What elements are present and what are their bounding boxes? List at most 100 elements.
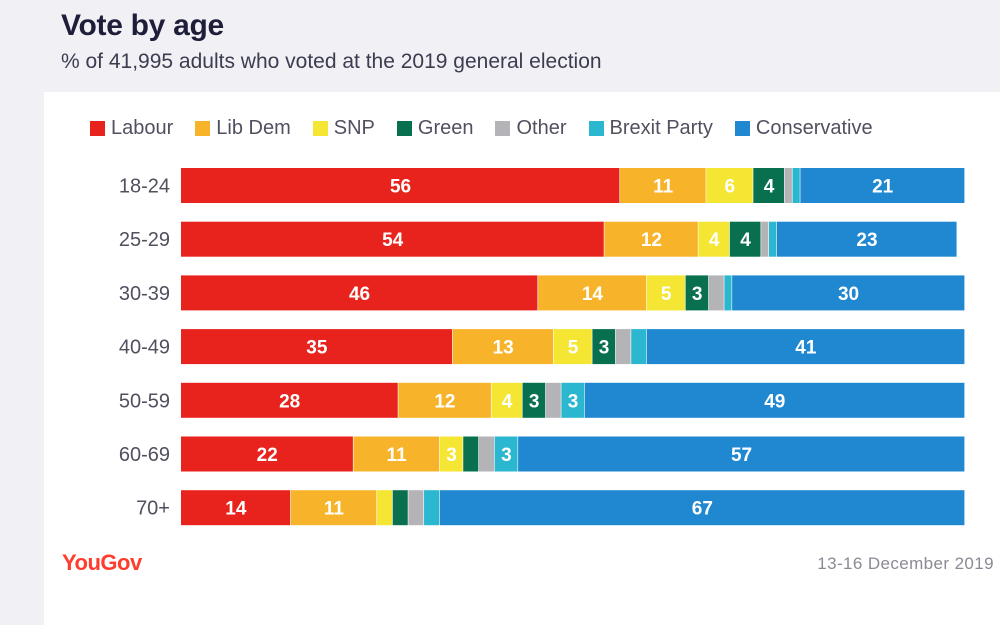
legend-item-lib-dem: Lib Dem	[195, 117, 291, 140]
bar-conservative-30-39	[732, 275, 965, 311]
bar-lib-dem-50-59	[398, 382, 491, 418]
legend-label-snp: SNP	[333, 116, 375, 139]
data-label-lib-dem-50-59: 12	[434, 391, 455, 412]
legend-swatch-brexit-party	[588, 120, 604, 136]
legend-item-other: Other	[495, 116, 567, 140]
bar-lib-dem-70	[290, 490, 377, 526]
bar-conservative-18-24	[800, 168, 965, 203]
legend-label-labour: Labour	[111, 116, 174, 139]
data-label-snp-18-24: 6	[725, 177, 736, 198]
bar-other-40-49	[615, 329, 631, 365]
bar-conservative-25-29	[776, 221, 957, 257]
bar-snp-25-29	[698, 221, 730, 257]
data-label-snp-50-59: 4	[502, 391, 513, 412]
bar-conservative-60-69	[518, 436, 965, 472]
data-label-conservative-25-29: 23	[856, 230, 877, 251]
date-note: 13-16 December 2019	[817, 554, 994, 573]
data-label-brexit-party-60-69: 3	[501, 445, 512, 466]
bar-labour-40-49	[181, 329, 453, 365]
legend-item-brexit-party: Brexit Party	[588, 116, 713, 140]
bar-other-60-69	[478, 436, 494, 472]
data-label-conservative-18-24: 21	[872, 177, 894, 198]
bar-snp-18-24	[706, 168, 753, 203]
bar-green-60-69	[463, 436, 479, 472]
bar-brexit-party-30-39	[724, 275, 732, 311]
legend-label-other: Other	[516, 116, 567, 139]
bar-labour-50-59	[181, 382, 398, 418]
bar-labour-60-69	[181, 436, 353, 472]
bar-labour-30-39	[181, 275, 538, 311]
bar-brexit-party-40-49	[631, 329, 647, 365]
bar-green-40-49	[592, 329, 616, 365]
data-label-green-25-29: 4	[740, 230, 751, 251]
yougov-logo: YouGov	[62, 550, 142, 575]
legend-item-green: Green	[396, 117, 473, 140]
data-label-lib-dem-25-29: 12	[641, 230, 662, 251]
data-label-lib-dem-60-69: 11	[387, 445, 408, 466]
bar-snp-30-39	[646, 275, 685, 311]
bar-snp-50-59	[491, 382, 522, 418]
bar-other-25-29	[761, 221, 769, 257]
data-label-conservative-70: 67	[692, 499, 713, 520]
legend-label-brexit-party: Brexit Party	[609, 116, 713, 139]
data-label-conservative-50-59: 49	[764, 391, 785, 412]
bar-lib-dem-25-29	[604, 221, 698, 257]
data-label-labour-30-39: 46	[349, 284, 370, 305]
bar-snp-40-49	[553, 329, 592, 365]
bar-conservative-70	[439, 490, 965, 526]
data-label-labour-18-24: 56	[390, 177, 411, 198]
data-label-conservative-60-69: 57	[731, 445, 752, 466]
side-band	[0, 92, 44, 625]
category-label-70: 70+	[136, 498, 170, 520]
category-label-30-39: 30-39	[119, 283, 170, 305]
data-label-labour-60-69: 22	[257, 445, 278, 466]
legend-swatch-conservative	[734, 120, 750, 136]
bar-green-25-29	[729, 221, 761, 257]
bar-green-50-59	[522, 382, 546, 418]
bar-brexit-party-60-69	[494, 436, 518, 472]
category-label-60-69: 60-69	[119, 444, 170, 466]
bar-lib-dem-30-39	[538, 275, 647, 311]
data-label-labour-40-49: 35	[306, 338, 328, 359]
data-label-labour-25-29: 54	[382, 230, 404, 251]
bar-other-30-39	[708, 275, 724, 311]
bar-conservative-40-49	[646, 329, 965, 365]
data-label-snp-60-69: 3	[446, 445, 457, 466]
bar-green-70	[392, 490, 408, 526]
legend-swatch-labour	[90, 120, 105, 136]
header-band	[0, 0, 1000, 92]
bar-conservative-50-59	[584, 382, 965, 418]
data-label-green-40-49: 3	[599, 338, 610, 359]
data-label-snp-25-29: 4	[709, 230, 720, 251]
bar-labour-70	[181, 490, 291, 526]
data-label-conservative-40-49: 41	[795, 338, 817, 359]
category-label-40-49: 40-49	[119, 337, 170, 359]
bar-lib-dem-60-69	[353, 436, 440, 472]
bar-lib-dem-18-24	[620, 168, 706, 203]
legend-swatch-snp	[312, 120, 328, 136]
chart-subtitle: % of 41,995 adults who voted at the 2019…	[61, 50, 602, 73]
data-label-lib-dem-40-49: 13	[493, 338, 514, 359]
legend-swatch-green	[396, 120, 412, 136]
data-label-conservative-30-39: 30	[838, 284, 859, 305]
bar-snp-70	[377, 490, 393, 526]
data-label-snp-40-49: 5	[568, 338, 579, 359]
data-label-labour-50-59: 28	[279, 391, 300, 412]
data-label-lib-dem-18-24: 11	[653, 177, 674, 198]
bar-labour-18-24	[181, 168, 620, 203]
bar-other-18-24	[784, 168, 792, 203]
category-label-25-29: 25-29	[119, 229, 170, 251]
chart-title: Vote by age	[61, 9, 224, 42]
bar-green-30-39	[685, 275, 709, 311]
bar-green-18-24	[753, 168, 785, 203]
data-label-lib-dem-70: 11	[324, 499, 345, 520]
legend-swatch-lib-dem	[195, 120, 211, 136]
bar-brexit-party-50-59	[561, 382, 585, 418]
legend-item-snp: SNP	[312, 116, 375, 140]
category-label-50-59: 50-59	[119, 390, 170, 412]
legend-item-labour: Labour	[90, 117, 173, 140]
legend: Labour Lib Dem SNP Green Other Brexit Party Co…	[90, 114, 895, 142]
bar-other-70	[408, 490, 424, 526]
data-label-brexit-party-50-59: 3	[568, 391, 579, 412]
